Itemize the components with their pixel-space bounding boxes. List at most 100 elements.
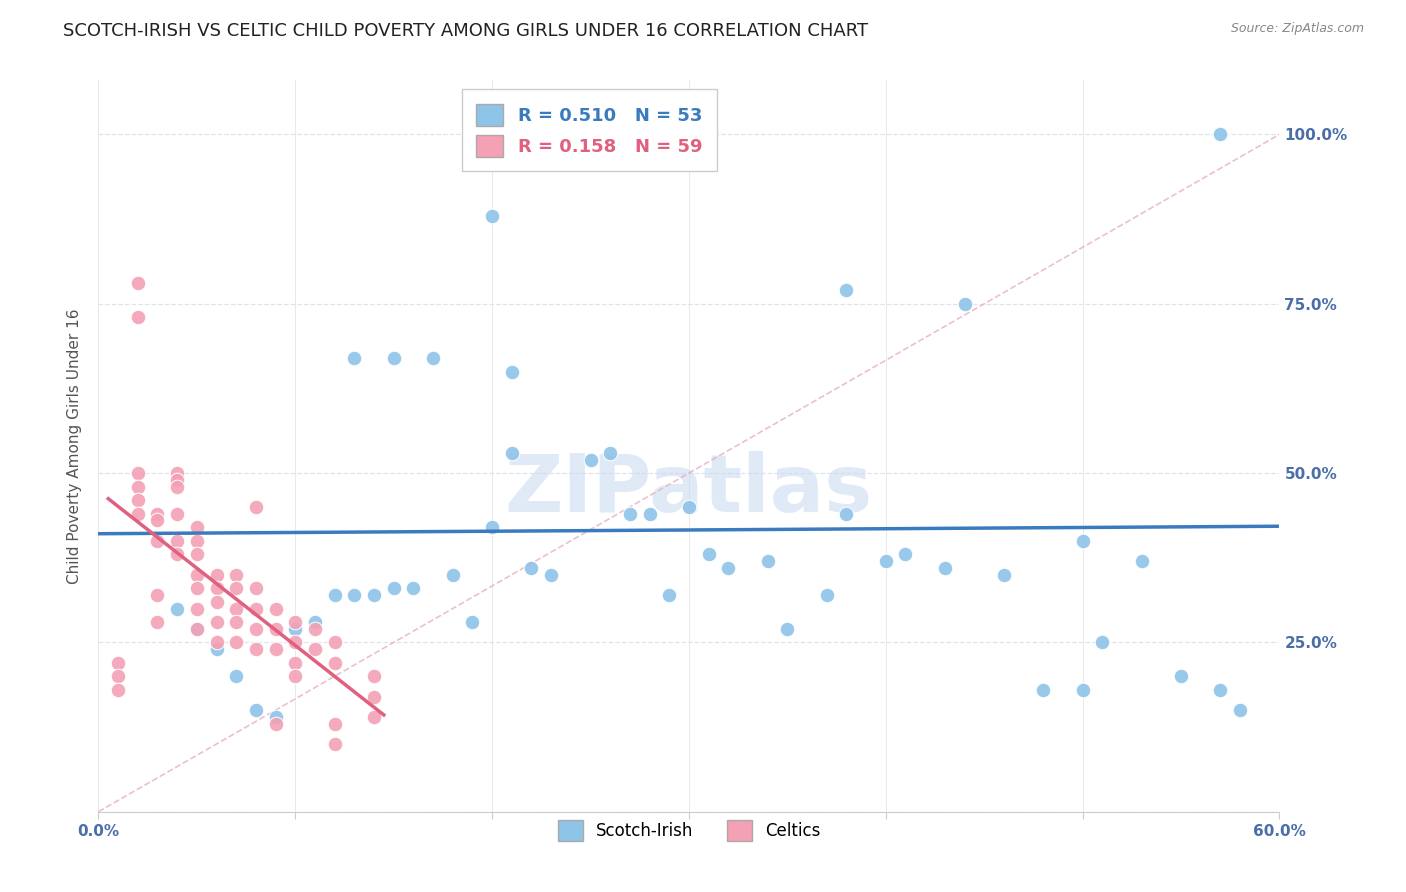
Point (599, 446, 621, 460)
Text: SCOTCH-IRISH VS CELTIC CHILD POVERTY AMONG GIRLS UNDER 16 CORRELATION CHART: SCOTCH-IRISH VS CELTIC CHILD POVERTY AMO… (63, 22, 869, 40)
Point (264, 622, 287, 636)
Point (422, 351, 444, 365)
Point (1229, 703, 1251, 717)
Point (776, 622, 799, 636)
Point (205, 615, 228, 629)
Point (835, 283, 858, 297)
Point (245, 642, 267, 657)
Point (205, 642, 228, 657)
Point (638, 507, 661, 521)
Point (166, 473, 188, 487)
Point (186, 601, 208, 615)
Point (993, 567, 1015, 582)
Legend: Scotch-Irish, Celtics: Scotch-Irish, Celtics (551, 814, 827, 847)
Y-axis label: Child Poverty Among Girls Under 16: Child Poverty Among Girls Under 16 (67, 309, 83, 583)
Point (264, 642, 287, 657)
Point (166, 547, 188, 561)
Point (382, 351, 405, 365)
Point (1130, 554, 1153, 568)
Point (186, 622, 208, 636)
Point (284, 615, 307, 629)
Point (1209, 682, 1232, 697)
Point (284, 669, 307, 683)
Point (146, 588, 169, 602)
Point (441, 567, 464, 582)
Point (225, 669, 247, 683)
Point (186, 520, 208, 534)
Point (481, 520, 503, 534)
Point (520, 561, 543, 575)
Point (107, 656, 129, 670)
Point (323, 737, 346, 751)
Point (166, 466, 188, 480)
Point (264, 601, 287, 615)
Point (875, 554, 897, 568)
Point (304, 642, 326, 657)
Point (402, 581, 425, 595)
Point (225, 635, 247, 649)
Point (953, 297, 976, 311)
Point (225, 615, 247, 629)
Point (205, 567, 228, 582)
Point (146, 533, 169, 548)
Point (540, 567, 562, 582)
Point (166, 480, 188, 494)
Point (166, 533, 188, 548)
Point (461, 615, 484, 629)
Point (323, 588, 346, 602)
Point (382, 581, 405, 595)
Point (579, 128, 602, 142)
Point (264, 716, 287, 731)
Point (127, 310, 149, 325)
Point (1071, 533, 1094, 548)
Point (323, 635, 346, 649)
Point (619, 507, 641, 521)
Point (225, 601, 247, 615)
Point (343, 351, 366, 365)
Point (205, 635, 228, 649)
Point (264, 710, 287, 724)
Point (107, 669, 129, 683)
Point (166, 601, 188, 615)
Point (146, 615, 169, 629)
Point (343, 588, 366, 602)
Point (186, 547, 208, 561)
Point (205, 595, 228, 609)
Point (304, 615, 326, 629)
Point (205, 581, 228, 595)
Point (894, 547, 917, 561)
Point (225, 567, 247, 582)
Point (225, 581, 247, 595)
Point (1032, 682, 1054, 697)
Point (304, 622, 326, 636)
Point (756, 554, 779, 568)
Point (284, 635, 307, 649)
Point (501, 446, 523, 460)
Point (481, 209, 503, 223)
Point (245, 601, 267, 615)
Point (815, 588, 838, 602)
Point (186, 567, 208, 582)
Point (363, 710, 385, 724)
Point (127, 480, 149, 494)
Point (323, 716, 346, 731)
Point (579, 452, 602, 467)
Point (107, 682, 129, 697)
Point (1170, 669, 1192, 683)
Point (1209, 128, 1232, 142)
Point (186, 622, 208, 636)
Point (501, 364, 523, 378)
Point (127, 507, 149, 521)
Point (245, 581, 267, 595)
Point (1071, 682, 1094, 697)
Point (284, 622, 307, 636)
Point (166, 507, 188, 521)
Point (146, 507, 169, 521)
Point (284, 656, 307, 670)
Point (186, 581, 208, 595)
Point (245, 500, 267, 514)
Point (127, 493, 149, 508)
Point (363, 669, 385, 683)
Point (658, 588, 681, 602)
Point (127, 277, 149, 291)
